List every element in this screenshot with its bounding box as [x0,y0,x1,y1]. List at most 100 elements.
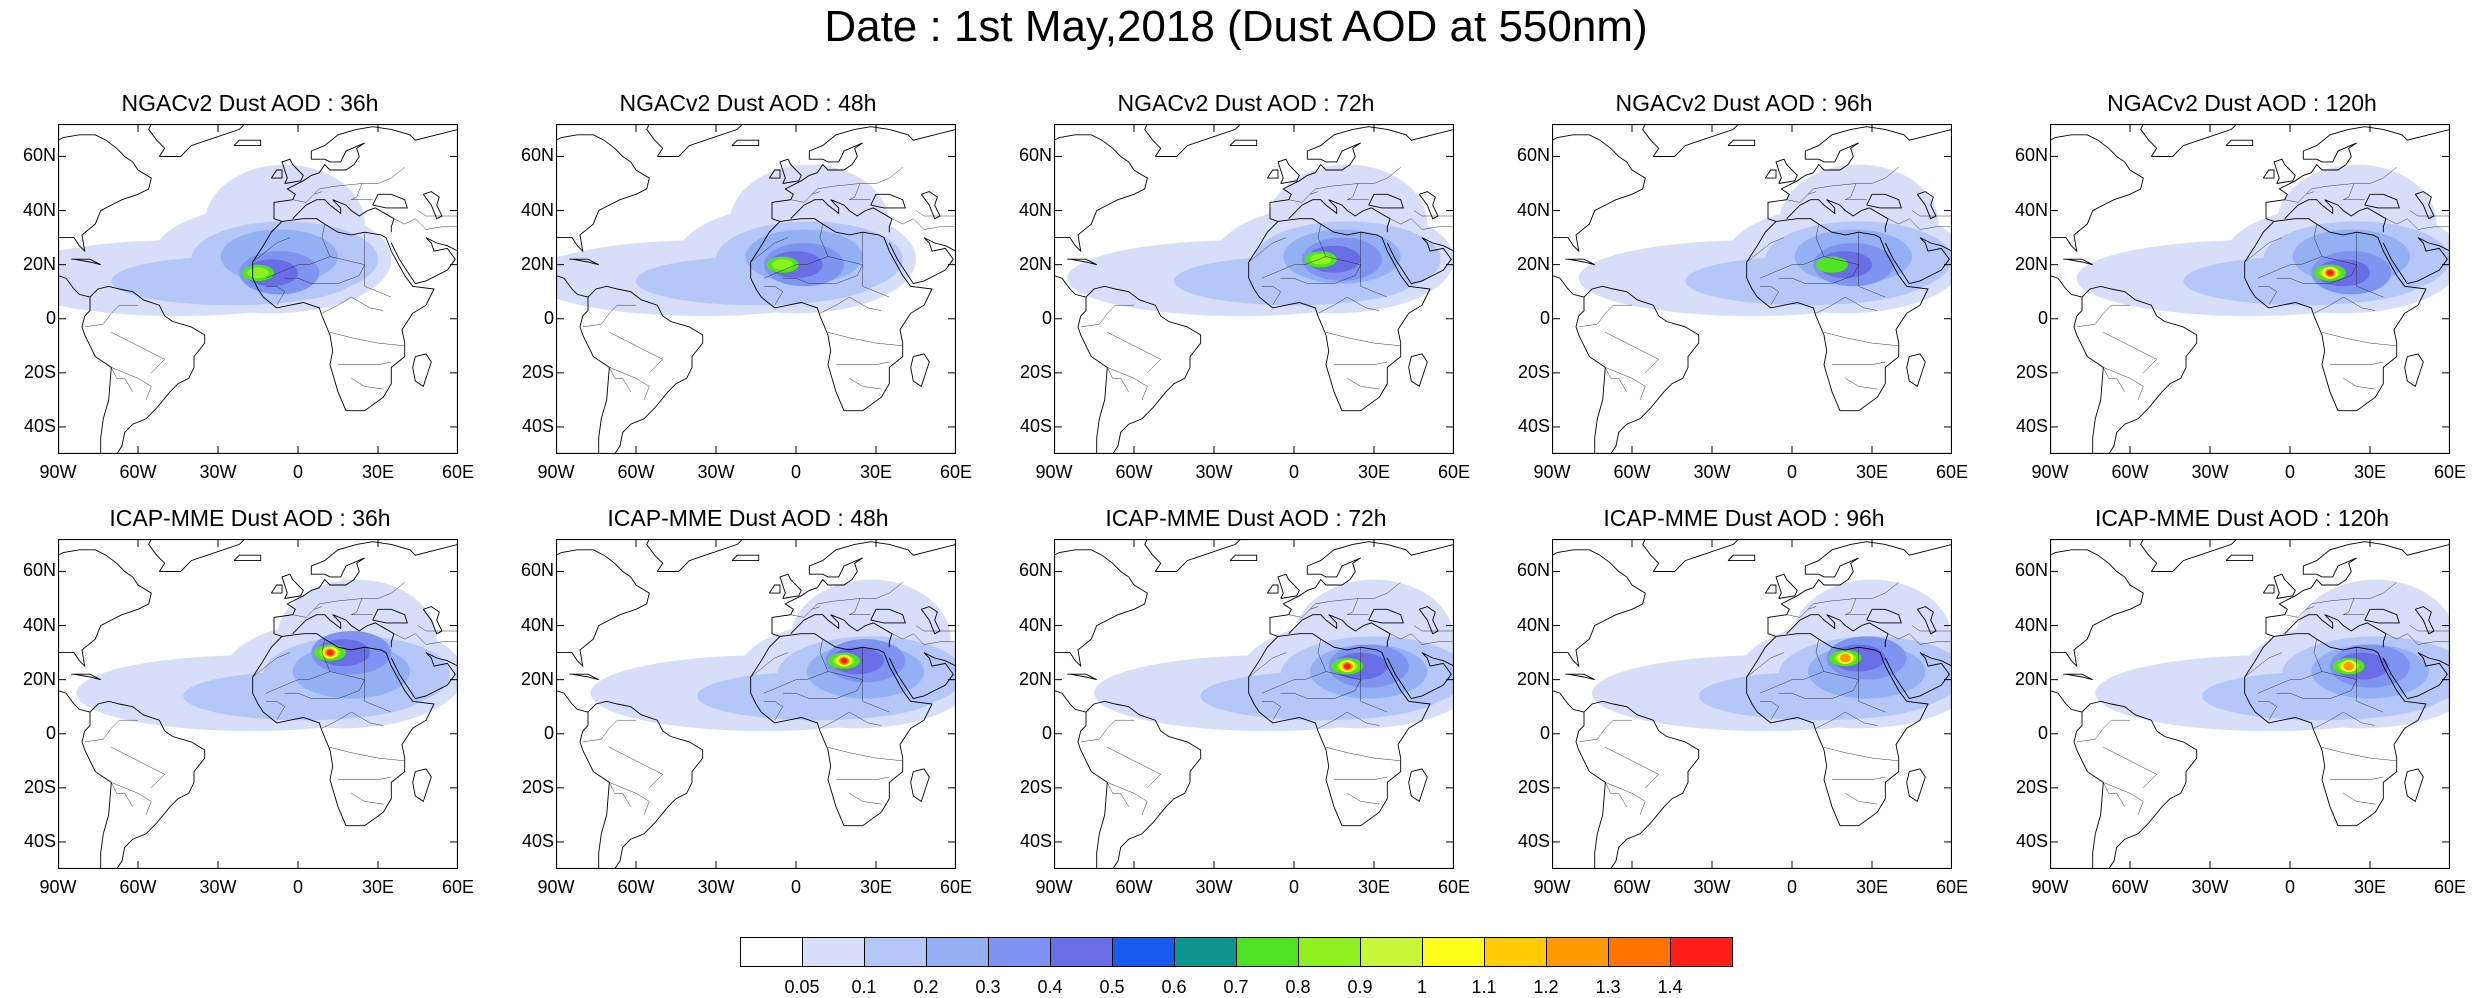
colorbar-label: 1.1 [1471,977,1497,997]
dust-aod-map [2050,539,2450,869]
coastline [1565,673,1595,681]
country-border [1605,747,1660,789]
map-panel-ngacv2-36h: NGACv2 Dust AOD : 36h 60N 40N 20N 0 20S 40S 90W… [22,90,478,482]
coastline [1916,606,1937,635]
colorbar-swatch [1236,937,1299,967]
coastline [779,158,802,184]
coastline [768,584,781,594]
coastline [2284,614,2387,648]
map-frame [556,539,956,869]
country-border [2103,367,2144,400]
country-border [1605,367,1627,392]
map-border [2050,539,2450,869]
lat-tick-label: 40S [1517,415,1550,436]
coastline [579,285,704,454]
coastline [1767,541,1952,637]
country-border [849,793,882,805]
lat-tick-label: 20N [1516,668,1550,689]
lon-tick-label: 90W [1533,462,1571,482]
country-border [265,679,309,694]
country-border [351,183,373,200]
lat-tick-label: 0 [543,307,554,328]
map-panel-icap-mme-120h: ICAP-MME Dust AOD : 120h 60N 40N 20N 0 20S 40S… [2014,505,2470,897]
country-border [1887,633,1952,645]
lat-tick-label: 20S [521,776,554,797]
lat-tick-label: 40S [23,830,56,851]
map-border [556,539,956,869]
country-border [417,625,458,632]
coastline [2073,700,2198,869]
country-border [1823,332,1899,347]
country-border [321,711,384,729]
coastline [58,275,91,298]
coastline [579,700,704,869]
panel-title: ICAP-MME Dust AOD : 36h [109,505,391,531]
lon-tick-label: 30E [361,877,395,897]
lat-tick-label: 20S [1517,361,1550,382]
country-border [2409,625,2450,632]
lon-tick-label: 90W [537,462,575,482]
country-border [111,367,133,392]
coastline [910,768,930,803]
country-border [790,606,821,618]
lon-tick-label: 60E [1437,877,1471,897]
coastline [2284,199,2387,233]
lon-tick-label: 60E [441,462,475,482]
lat-tick-label: 40S [1019,415,1052,436]
colorbar-label: 1.3 [1595,977,1621,997]
coastline [2382,652,2450,700]
coastline [1229,554,1258,562]
lat-tick-label: 20S [2015,776,2048,797]
coastline [1288,614,1391,648]
country-border [1760,701,1780,721]
country-border [1261,264,1305,279]
country-border [609,367,631,392]
map-border [1054,539,1454,869]
lon-tick-label: 90W [39,877,77,897]
country-border [1080,304,1134,328]
lat-tick-label: 60N [1516,145,1550,166]
country-border [1815,639,1825,672]
country-border [1107,367,1148,400]
coastline [1266,169,1279,179]
country-border [1778,679,1859,699]
country-border [1911,210,1952,217]
lat-tick-label: 20N [22,668,56,689]
panel-title: ICAP-MME Dust AOD : 120h [2095,505,2389,531]
coastline [1288,199,1391,233]
coastline [1866,193,1902,209]
coastline [270,169,283,179]
lat-tick-label: 20N [22,253,56,274]
colorbar-label: 0.1 [851,977,877,997]
lat-tick-label: 40N [2014,199,2048,220]
coastline [1248,218,1431,412]
panel-title: NGACv2 Dust AOD : 36h [121,90,379,116]
colorbar-swatch [1112,937,1175,967]
country-border [1578,304,1632,328]
map-border [1552,124,1952,454]
dust-aod-map [2050,124,2450,454]
lon-tick-label: 60E [1935,877,1969,897]
lat-tick-label: 0 [45,722,56,743]
colorbar-label: 0.05 [784,977,820,997]
country-border [2103,332,2158,374]
coastline [252,633,435,827]
coastline [920,606,941,635]
map-panel-icap-mme-72h: ICAP-MME Dust AOD : 72h 60N 40N 20N 0 20S 40S 9… [1018,505,1474,897]
coastline [1552,134,1646,253]
coastline [2262,169,2275,179]
country-border [782,679,863,699]
coastline [2262,584,2275,594]
map-frame [1552,124,1952,454]
lat-tick-label: 60N [22,145,56,166]
country-border [1107,782,1129,807]
country-border [1578,719,1632,743]
coastline [1746,633,1929,827]
coastline [870,608,906,624]
lat-tick-label: 60N [2014,145,2048,166]
country-border [1280,679,1361,699]
coastline [1386,237,1454,285]
dust-aod-map [1552,124,1952,454]
coastline [888,652,956,700]
lon-tick-label: 0 [2284,462,2295,482]
